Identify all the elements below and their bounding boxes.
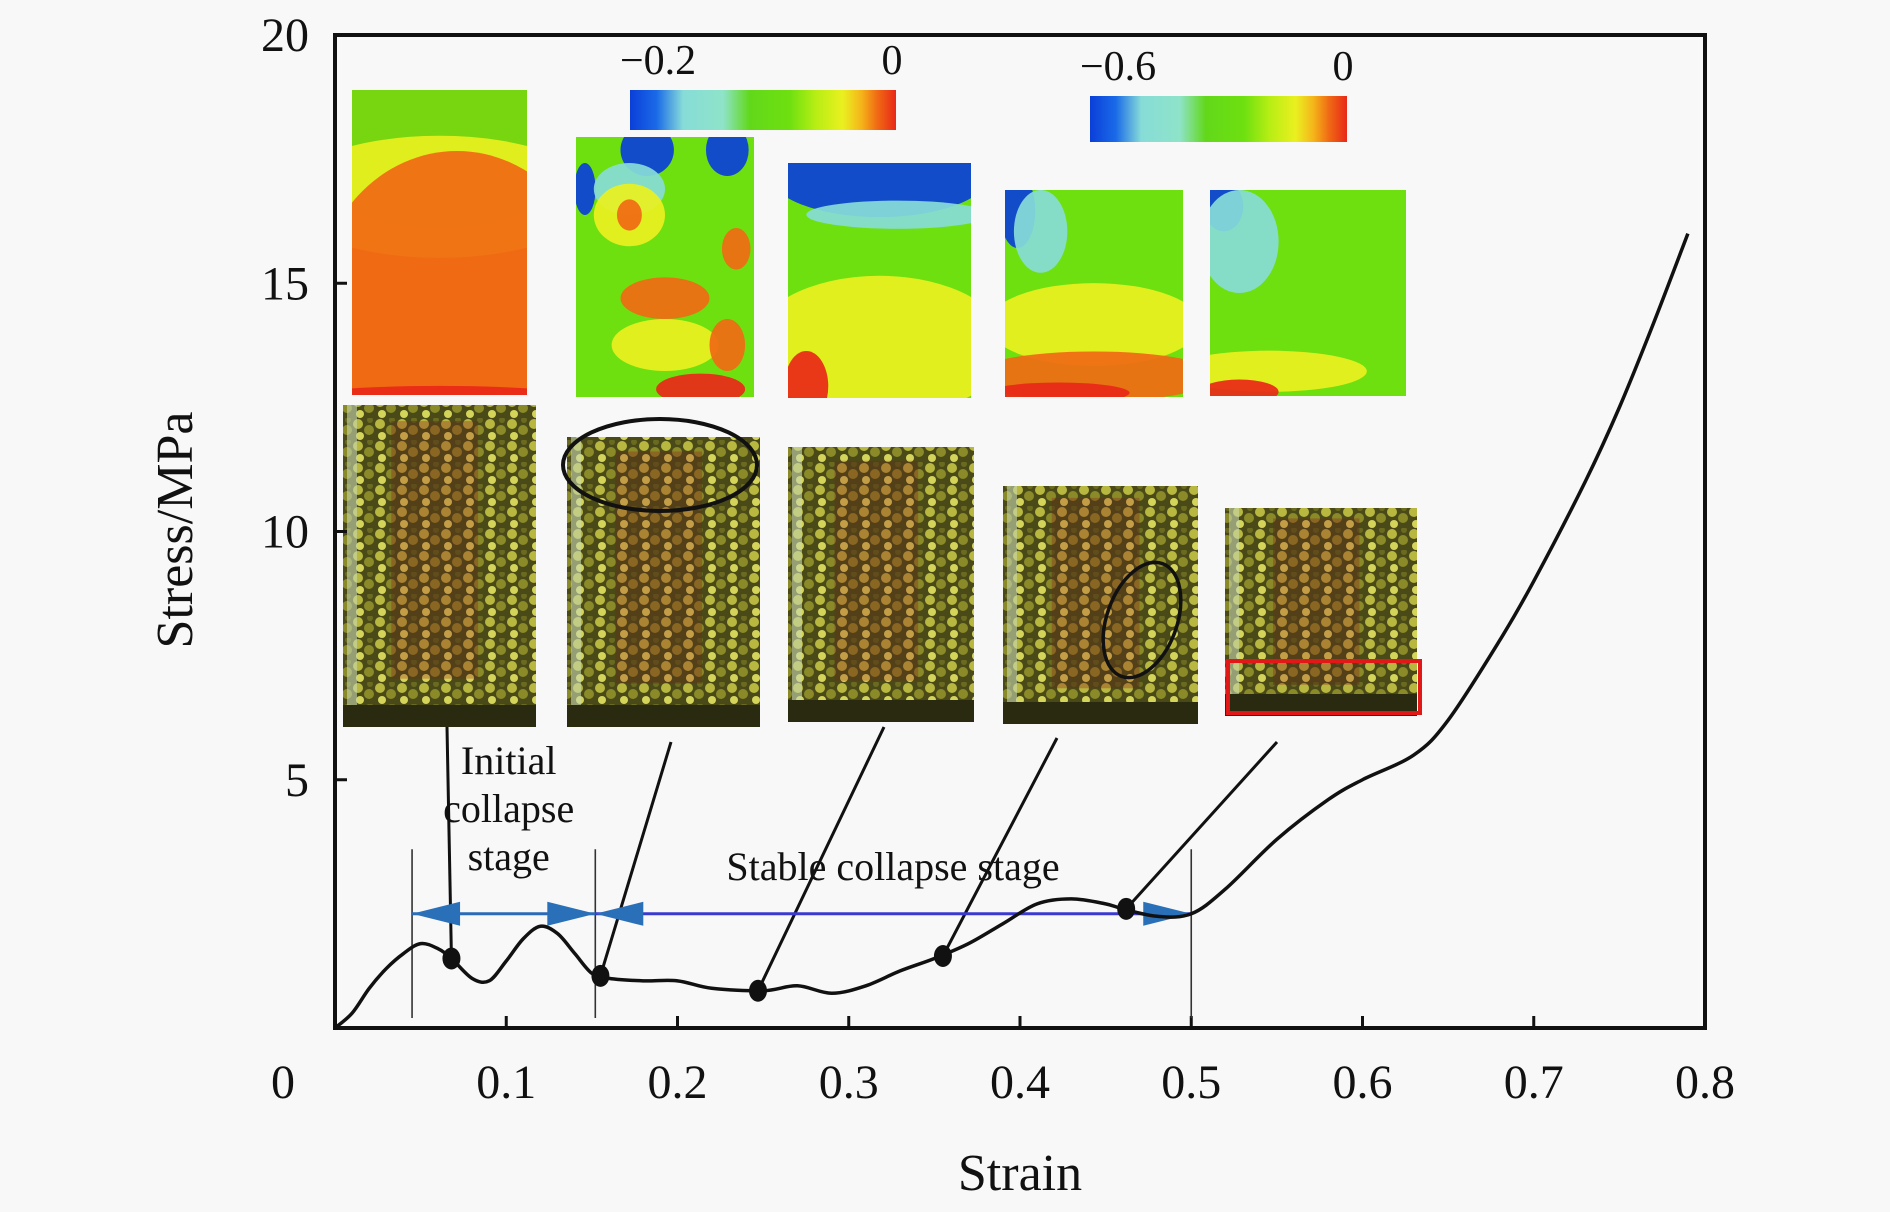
x-tick-label: 0.5: [1161, 1056, 1221, 1109]
colorbar-max-label: 0: [1333, 44, 1354, 90]
strain-contour-map: [788, 163, 971, 398]
colorbar-gradient: [1090, 96, 1347, 142]
inset-images: [343, 90, 1422, 727]
leader-line: [756, 726, 886, 992]
contour-region: [788, 275, 971, 398]
x-tick-label: 0.6: [1333, 1056, 1393, 1109]
photo-base: [1003, 702, 1198, 724]
strain-contour-map: [1005, 190, 1183, 397]
y-tick-label: 20: [261, 9, 309, 62]
stress-strain-line: [333, 232, 1690, 1030]
highlight-ellipse-top: [561, 417, 759, 513]
contour-region: [656, 373, 746, 397]
curve-marker: [748, 979, 767, 1002]
contour-region: [352, 273, 527, 395]
photo-brown-region: [615, 451, 703, 684]
specimen-photo: [343, 405, 536, 727]
photo-edge-highlight: [1229, 508, 1239, 716]
x-tick-label: 0.1: [476, 1056, 536, 1109]
contour-region: [616, 199, 642, 231]
specimen-photo: [1003, 486, 1198, 724]
photo-base: [343, 705, 536, 727]
highlight-ellipse-middle: [1101, 560, 1183, 680]
x-tick-label: 0.8: [1675, 1056, 1735, 1109]
colorbar-min-label: −0.2: [620, 38, 696, 84]
contour-region: [721, 228, 751, 270]
stage-arrow-head-right: [1143, 901, 1192, 926]
photo-edge-highlight: [347, 405, 357, 727]
contour-region: [709, 319, 746, 371]
y-tick-label: 15: [261, 257, 309, 310]
stage-label: Initial: [461, 738, 557, 783]
photo-base: [788, 700, 974, 722]
specimen-photo: [788, 447, 974, 722]
curve-marker: [591, 964, 610, 987]
curve-marker: [442, 947, 461, 970]
photo-base: [1225, 694, 1417, 716]
stage-arrow-head-left: [595, 901, 644, 926]
contour-region: [352, 385, 527, 395]
x-tick-label: 0.7: [1504, 1056, 1564, 1109]
y-tick-label: 5: [285, 754, 309, 807]
stage-label: stage: [468, 834, 550, 879]
stage-boundary-lines: [411, 849, 1193, 1018]
photo-brown-region: [1051, 497, 1140, 689]
contour-region: [1210, 190, 1279, 293]
photo-brown-region: [834, 460, 919, 681]
colorbar: −0.6 0: [1080, 44, 1354, 142]
contour-region: [1210, 379, 1279, 396]
text-labels: Strain Stress/MPa: [147, 412, 1082, 1202]
x-tick-label: 0.2: [648, 1056, 708, 1109]
strain-contour-map: [352, 90, 527, 395]
colorbar-min-label: −0.6: [1080, 44, 1156, 90]
stage-label: Stable collapse stage: [726, 844, 1059, 889]
contour-region: [806, 200, 971, 229]
strain-contour-map: [576, 137, 754, 397]
specimen-photo: [1225, 508, 1417, 716]
y-tick-label: 10: [261, 506, 309, 559]
leader-line: [1125, 740, 1279, 910]
photo-edge-highlight: [792, 447, 802, 722]
photo-edge-highlight: [571, 437, 581, 727]
contour-region: [1005, 382, 1130, 397]
photo-edge-highlight: [1007, 486, 1017, 724]
contour-region: [620, 277, 710, 320]
curve-markers: [442, 897, 1136, 1002]
contour-region: [705, 137, 749, 176]
contour-region: [1005, 283, 1183, 366]
contour-region: [788, 351, 829, 398]
photo-base: [567, 705, 760, 727]
contour-region: [1013, 190, 1068, 273]
photo-brown-region: [1273, 518, 1360, 685]
colorbars: −0.2 0 −0.6 0: [620, 38, 1354, 142]
x-tick-label: 0.3: [819, 1056, 879, 1109]
strain-contour-map: [1210, 190, 1406, 396]
stage-arrow-head-left: [412, 901, 461, 926]
colorbar-max-label: 0: [882, 38, 903, 84]
x-axis-title: Strain: [958, 1145, 1082, 1202]
curve-marker: [933, 945, 952, 968]
contour-region: [611, 319, 719, 371]
axis-ticks: 0 0.1 0.2 0.3 0.4 0.5 0.6 0.7 0.8 5 10 15 20 0: [261, 9, 1735, 1109]
y-axis-title: Stress/MPa: [147, 412, 204, 649]
contour-region: [576, 163, 596, 215]
leader-line: [941, 737, 1059, 957]
photo-brown-region: [391, 421, 479, 679]
x-tick-label: 0.4: [990, 1056, 1050, 1109]
y-tick-label: 0: [271, 1056, 295, 1109]
colorbar-gradient: [630, 90, 896, 130]
colorbar: −0.2 0: [620, 38, 903, 130]
curve-marker: [1117, 897, 1136, 920]
highlight-red-rectangle: [1226, 659, 1422, 715]
stage-arrow-head-right: [547, 901, 596, 926]
curve-group: [333, 232, 1690, 1030]
leader-line: [599, 741, 673, 977]
leader-line: [445, 726, 453, 959]
specimen-photo: [567, 437, 760, 727]
stage-label: collapse: [443, 786, 574, 831]
